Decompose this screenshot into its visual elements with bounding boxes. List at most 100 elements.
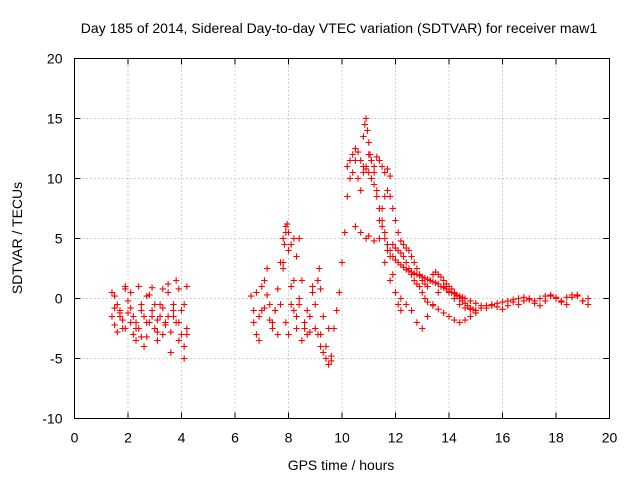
data-point	[322, 355, 330, 362]
data-point	[378, 163, 386, 170]
data-point	[290, 307, 298, 314]
data-point	[419, 325, 426, 332]
data-point	[357, 157, 364, 164]
data-point	[378, 223, 386, 230]
y-tick-label: 10	[47, 171, 63, 187]
data-point	[456, 319, 463, 326]
data-point	[477, 304, 485, 312]
data-point	[250, 307, 257, 314]
data-point	[510, 298, 517, 306]
data-point	[408, 271, 415, 278]
data-point	[405, 265, 413, 272]
data-point	[285, 247, 292, 254]
x-axis-label: GPS time / hours	[288, 457, 395, 473]
data-point	[336, 289, 343, 296]
data-point	[138, 307, 145, 314]
data-point	[408, 307, 415, 314]
data-point	[488, 301, 495, 308]
y-tick-label: 5	[55, 231, 63, 247]
data-point	[397, 307, 405, 314]
data-point	[263, 291, 271, 299]
data-point	[183, 283, 191, 290]
data-point	[467, 313, 474, 320]
data-point	[269, 325, 276, 332]
data-point	[386, 277, 394, 284]
data-point	[330, 325, 338, 332]
data-point	[253, 289, 260, 296]
data-point	[354, 148, 362, 156]
chart-title: Day 185 of 2014, Sidereal Day-to-day VTE…	[81, 20, 598, 36]
data-point	[290, 277, 298, 284]
data-point	[384, 241, 391, 248]
data-point	[255, 337, 263, 344]
data-point	[427, 277, 434, 284]
data-point	[325, 361, 332, 368]
data-point	[542, 297, 549, 305]
data-point	[384, 187, 391, 194]
data-point	[287, 241, 295, 248]
data-point	[108, 313, 116, 320]
data-point	[116, 309, 124, 317]
data-point	[392, 289, 399, 296]
data-point	[424, 313, 431, 320]
data-point	[461, 316, 469, 324]
data-point	[328, 357, 335, 365]
data-point	[122, 325, 129, 332]
data-point	[381, 193, 388, 200]
y-tick-label: -10	[42, 411, 62, 427]
data-point	[568, 294, 576, 301]
data-point	[344, 163, 351, 170]
data-point	[467, 297, 474, 305]
data-point	[411, 259, 418, 266]
data-point	[344, 193, 351, 200]
data-point	[381, 259, 388, 266]
x-tick-label: 14	[441, 430, 457, 446]
data-point	[290, 235, 298, 242]
data-point	[132, 337, 140, 344]
data-point	[148, 307, 156, 314]
data-point	[148, 284, 156, 291]
data-point	[368, 175, 375, 182]
data-point	[159, 285, 166, 293]
x-tick-label: 20	[602, 430, 618, 446]
data-point	[392, 217, 399, 224]
data-point	[373, 193, 380, 200]
data-point	[130, 331, 137, 338]
data-point	[159, 331, 166, 338]
data-point	[341, 229, 348, 236]
data-point	[574, 291, 581, 299]
data-point	[122, 283, 129, 290]
data-point	[183, 331, 191, 338]
data-point	[386, 193, 394, 200]
data-point	[127, 289, 134, 296]
data-point	[143, 333, 150, 341]
data-point	[451, 316, 458, 324]
data-point	[360, 133, 367, 140]
data-point	[526, 295, 533, 302]
data-point	[140, 313, 148, 320]
data-point	[504, 302, 512, 309]
data-point	[301, 319, 308, 326]
data-point	[558, 298, 565, 306]
data-point	[317, 285, 324, 293]
y-axis-label: SDTVAR / TECUs	[9, 182, 25, 294]
data-point	[361, 121, 368, 128]
data-point	[499, 306, 506, 313]
data-point	[253, 331, 260, 338]
data-point	[440, 309, 447, 317]
data-point	[413, 319, 421, 326]
data-point	[156, 313, 164, 320]
data-point	[467, 306, 474, 313]
data-point	[515, 301, 522, 308]
data-point	[138, 333, 145, 341]
data-point	[159, 304, 166, 312]
data-point	[405, 247, 413, 254]
data-point	[111, 321, 118, 329]
data-point	[584, 301, 592, 308]
data-point	[381, 169, 388, 176]
data-point	[283, 220, 291, 228]
data-point	[366, 151, 374, 158]
x-tick-label: 4	[178, 430, 186, 446]
data-point	[178, 331, 185, 338]
data-point	[362, 165, 370, 173]
